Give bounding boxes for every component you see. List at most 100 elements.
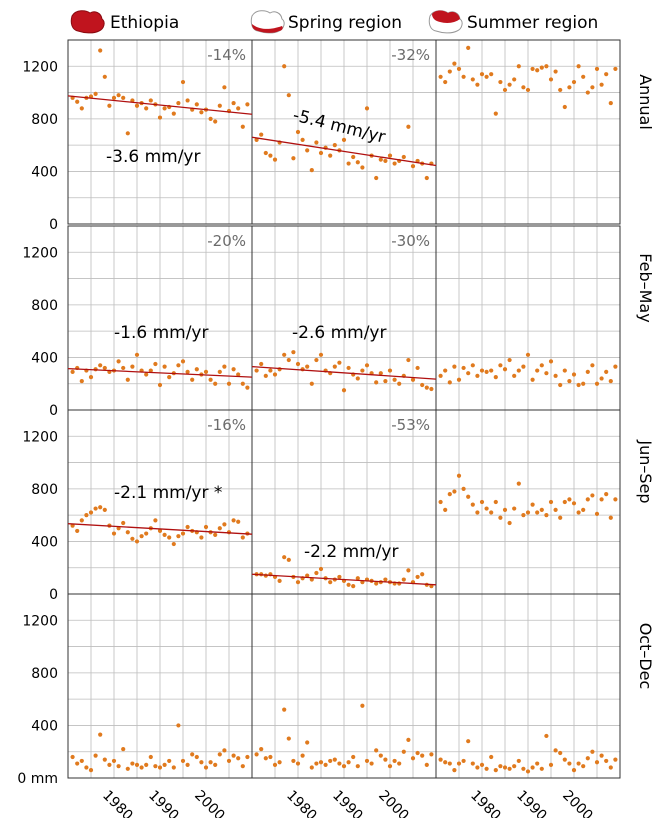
data-point: [144, 106, 149, 111]
data-point: [489, 72, 494, 77]
data-point: [144, 372, 149, 377]
percent-change-label: -16%: [207, 416, 246, 434]
data-point: [332, 757, 337, 762]
data-point: [364, 758, 370, 764]
data-point: [484, 369, 489, 374]
data-point: [415, 574, 420, 580]
data-point: [456, 761, 462, 766]
data-point: [378, 371, 383, 376]
data-point: [544, 733, 549, 739]
data-point: [259, 746, 264, 752]
data-point: [502, 765, 508, 770]
data-point: [576, 510, 581, 515]
data-point: [461, 758, 466, 764]
data-point: [406, 737, 411, 742]
y-tick-label: 400: [31, 718, 58, 734]
data-point: [213, 762, 218, 767]
data-point: [102, 74, 107, 79]
data-point: [144, 531, 149, 536]
y-tick-label: 0: [49, 403, 58, 419]
data-point: [452, 364, 457, 369]
data-point: [75, 99, 80, 104]
trend-line: [251, 136, 437, 167]
data-point: [438, 373, 443, 378]
data-point: [240, 381, 245, 386]
data-point: [539, 507, 544, 512]
data-point: [341, 764, 347, 769]
data-point: [341, 137, 347, 142]
data-point: [466, 371, 471, 376]
data-point: [424, 175, 429, 181]
data-point: [121, 520, 126, 526]
trend-line: [251, 365, 437, 380]
data-point: [208, 116, 213, 121]
data-point: [415, 750, 420, 756]
data-point: [387, 368, 393, 373]
data-point: [328, 580, 333, 585]
data-point: [272, 762, 278, 767]
data-point: [185, 762, 190, 767]
data-point: [378, 157, 383, 162]
data-point: [590, 493, 595, 498]
panel-5: [438, 352, 618, 388]
data-point: [410, 377, 416, 382]
data-point: [162, 364, 167, 369]
data-point: [613, 66, 618, 72]
data-point: [134, 103, 140, 108]
data-point: [567, 378, 572, 384]
data-point: [130, 761, 135, 766]
data-point: [420, 753, 425, 758]
data-point: [374, 748, 379, 753]
data-point: [355, 576, 360, 581]
panel-frame: [435, 593, 621, 779]
data-point: [102, 757, 107, 762]
data-point: [346, 760, 351, 765]
data-point: [387, 764, 393, 769]
data-point: [162, 532, 167, 537]
data-point: [401, 577, 406, 582]
x-tick-label: 2000: [559, 788, 596, 818]
data-point: [516, 64, 521, 69]
data-point: [429, 386, 434, 392]
data-point: [567, 497, 572, 502]
data-point: [139, 534, 144, 539]
data-point: [199, 110, 204, 115]
data-point: [507, 766, 512, 771]
data-point: [447, 380, 452, 385]
data-point: [581, 74, 586, 79]
data-point: [613, 364, 618, 369]
data-point: [604, 369, 609, 374]
data-point: [512, 506, 517, 511]
data-point: [305, 148, 310, 153]
data-point: [236, 756, 241, 761]
panel-3: -20% -1.6 mm/yr: [67, 232, 253, 390]
data-point: [525, 510, 531, 515]
data-point: [259, 361, 264, 367]
data-point: [309, 765, 314, 770]
data-point: [222, 522, 227, 527]
y-tick-label: 800: [31, 482, 58, 498]
data-point: [153, 361, 158, 367]
data-point: [176, 534, 181, 539]
data-point: [544, 64, 549, 69]
data-point: [383, 158, 388, 164]
panel-grid-lines: [68, 226, 252, 410]
data-point: [571, 501, 577, 506]
trend-rate-label: -2.6 mm/yr: [292, 323, 386, 343]
data-point: [194, 102, 199, 107]
data-point: [125, 530, 130, 535]
data-point: [236, 106, 241, 111]
data-point: [397, 381, 402, 386]
data-point: [213, 381, 218, 386]
data-point: [199, 535, 204, 540]
data-point: [466, 739, 471, 744]
data-point: [148, 98, 153, 103]
trend-line: [251, 573, 437, 586]
data-point: [231, 367, 236, 372]
data-point: [507, 82, 512, 87]
data-point: [75, 528, 80, 534]
data-point: [525, 352, 531, 357]
data-point: [443, 368, 448, 373]
data-point: [337, 761, 342, 766]
